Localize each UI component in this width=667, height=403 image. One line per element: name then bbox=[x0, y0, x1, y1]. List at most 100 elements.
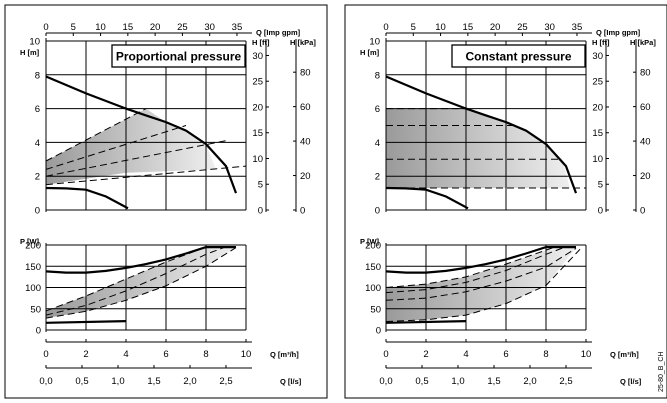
imp-gpm-tick-label: 10 bbox=[435, 22, 446, 33]
p-w-axis-label: P [W] bbox=[360, 237, 380, 246]
panel-frame bbox=[4, 4, 328, 399]
h-m-axis-label: H [m] bbox=[360, 48, 380, 57]
h-ft-tick-label: 10 bbox=[252, 154, 263, 165]
figure-code: 25-80_B_CH bbox=[658, 352, 665, 392]
imp-gpm-tick-label: 35 bbox=[232, 22, 243, 33]
q-m3h-axis-label: Q [m³/h] bbox=[270, 350, 299, 359]
h-m-tick-label: 8 bbox=[375, 70, 380, 81]
h-ft-tick-label: 25 bbox=[592, 77, 603, 88]
h-m-tick-label: 2 bbox=[375, 172, 380, 183]
p-w-tick-label: 150 bbox=[365, 262, 381, 273]
h-ft-tick-label: 25 bbox=[252, 77, 263, 88]
imp-gpm-tick-label: 15 bbox=[123, 22, 134, 33]
q-m3h-tick-label: 6 bbox=[503, 349, 508, 360]
q-ls-tick-label: 1,5 bbox=[487, 376, 500, 387]
h-ft-tick-label: 0 bbox=[598, 206, 603, 217]
h-m-tick-label: 0 bbox=[375, 206, 380, 217]
q-ls-tick-label: 0,5 bbox=[415, 376, 428, 387]
h-ft-tick-label: 0 bbox=[258, 206, 263, 217]
power-curve-control-4 bbox=[385, 248, 581, 322]
power-curve-control-2 bbox=[385, 246, 567, 294]
q-ls-tick-label: 0,5 bbox=[75, 376, 88, 387]
h-m-axis-label: H [m] bbox=[20, 48, 40, 57]
q-m3h-tick-label: 10 bbox=[241, 349, 252, 360]
p-w-axis-label: P [W] bbox=[20, 237, 40, 246]
power-curve-control-3 bbox=[385, 247, 577, 301]
q-ls-axis-label: Q [l/s] bbox=[620, 377, 642, 386]
h-kpa-axis-label: H [kPa] bbox=[290, 38, 316, 47]
h-kpa-tick-label: 80 bbox=[300, 68, 311, 79]
head-curve-control-4 bbox=[45, 165, 247, 186]
h-m-tick-label: 8 bbox=[35, 70, 40, 81]
h-kpa-tick-label: 40 bbox=[640, 137, 651, 148]
p-w-tick-label: 50 bbox=[370, 304, 381, 315]
h-ft-axis-label: H [ft] bbox=[592, 38, 610, 47]
head-curve-control-3 bbox=[45, 140, 227, 177]
q-m3h-tick-label: 0 bbox=[43, 349, 48, 360]
p-w-tick-label: 150 bbox=[25, 262, 41, 273]
imp-gpm-tick-label: 25 bbox=[177, 22, 188, 33]
imp-gpm-tick-label: 30 bbox=[544, 22, 555, 33]
q-m3h-tick-label: 6 bbox=[163, 349, 168, 360]
imp-gpm-tick-label: 0 bbox=[43, 22, 48, 33]
h-ft-axis-label: H [ft] bbox=[252, 38, 270, 47]
q-m3h-axis-label: Q [m³/h] bbox=[610, 350, 639, 359]
power-curve-control-3 bbox=[45, 247, 237, 319]
imp-gpm-tick-label: 35 bbox=[572, 22, 583, 33]
imp-gpm-axis-label: Q [Imp gpm] bbox=[256, 28, 301, 37]
h-m-tick-label: 10 bbox=[369, 37, 380, 48]
imp-gpm-tick-label: 20 bbox=[490, 22, 501, 33]
h-m-tick-label: 4 bbox=[375, 138, 380, 149]
h-kpa-tick-label: 0 bbox=[300, 206, 305, 217]
q-ls-tick-label: 1,0 bbox=[111, 376, 124, 387]
imp-gpm-tick-label: 5 bbox=[411, 22, 416, 33]
h-m-tick-label: 6 bbox=[375, 104, 380, 115]
power-shaded-region bbox=[46, 247, 236, 319]
imp-gpm-tick-label: 30 bbox=[204, 22, 215, 33]
h-kpa-tick-label: 20 bbox=[300, 171, 311, 182]
power-curve-max bbox=[45, 246, 236, 274]
h-kpa-tick-label: 0 bbox=[640, 206, 645, 217]
h-ft-tick-label: 15 bbox=[592, 128, 603, 139]
h-m-tick-label: 4 bbox=[35, 138, 40, 149]
h-ft-tick-label: 20 bbox=[252, 102, 263, 113]
panel-title: Proportional pressure bbox=[116, 50, 242, 64]
h-kpa-tick-label: 20 bbox=[640, 171, 651, 182]
p-w-tick-label: 100 bbox=[365, 283, 381, 294]
q-ls-axis-label: Q [l/s] bbox=[280, 377, 302, 386]
h-ft-tick-label: 5 bbox=[258, 180, 263, 191]
head-curve-max bbox=[45, 75, 238, 194]
p-w-tick-label: 50 bbox=[30, 304, 41, 315]
h-ft-tick-label: 5 bbox=[598, 180, 603, 191]
imp-gpm-tick-label: 25 bbox=[517, 22, 528, 33]
h-ft-tick-label: 10 bbox=[592, 154, 603, 165]
h-ft-tick-label: 20 bbox=[592, 102, 603, 113]
p-w-tick-label: 0 bbox=[36, 326, 41, 337]
head-curve-control-2 bbox=[45, 125, 187, 170]
h-m-tick-label: 10 bbox=[29, 37, 40, 48]
imp-gpm-tick-label: 15 bbox=[463, 22, 474, 33]
p-w-tick-label: 200 bbox=[365, 241, 381, 252]
head-shaded-region bbox=[386, 108, 570, 188]
q-ls-tick-label: 1,0 bbox=[451, 376, 464, 387]
q-m3h-tick-label: 4 bbox=[123, 349, 128, 360]
panel-title: Constant pressure bbox=[465, 50, 571, 64]
q-ls-tick-label: 2,5 bbox=[559, 376, 572, 387]
head-curve-max bbox=[385, 75, 578, 194]
imp-gpm-tick-label: 20 bbox=[150, 22, 161, 33]
imp-gpm-tick-label: 10 bbox=[95, 22, 106, 33]
q-ls-tick-label: 2,0 bbox=[183, 376, 196, 387]
q-ls-tick-label: 0,0 bbox=[379, 376, 392, 387]
q-m3h-tick-label: 2 bbox=[83, 349, 88, 360]
h-kpa-tick-label: 80 bbox=[640, 68, 651, 79]
power-curve-control-2 bbox=[45, 246, 227, 316]
q-m3h-tick-label: 10 bbox=[581, 349, 592, 360]
h-kpa-tick-label: 40 bbox=[300, 137, 311, 148]
q-m3h-tick-label: 0 bbox=[383, 349, 388, 360]
head-shaded-region bbox=[46, 108, 216, 185]
power-shaded-region bbox=[386, 247, 576, 322]
q-ls-tick-label: 2,0 bbox=[523, 376, 536, 387]
q-ls-tick-label: 0,0 bbox=[39, 376, 52, 387]
head-curve-control-1 bbox=[45, 108, 147, 162]
